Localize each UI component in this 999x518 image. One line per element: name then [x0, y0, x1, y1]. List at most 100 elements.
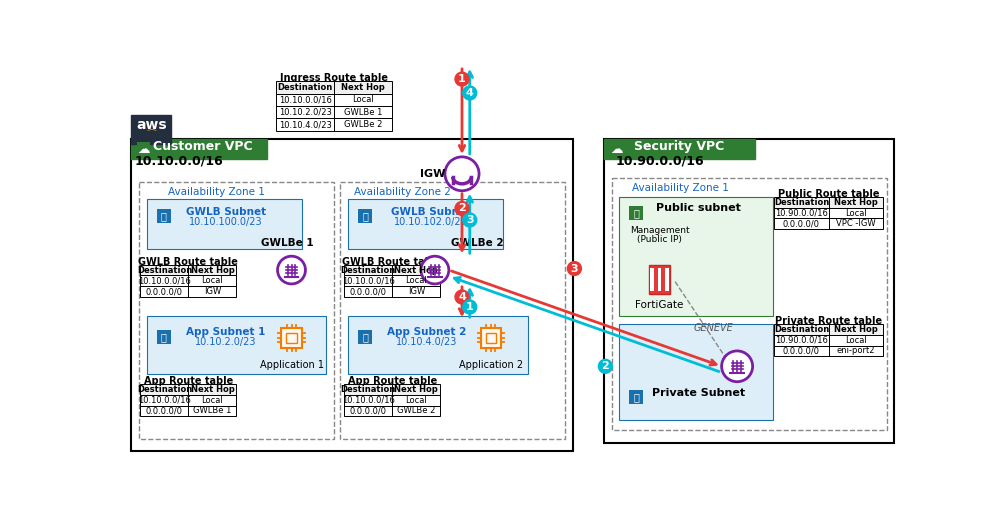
Circle shape [463, 300, 477, 314]
Text: 10.10.100.0/23: 10.10.100.0/23 [189, 218, 263, 227]
Bar [131, 114, 172, 144]
Bar [609, 142, 623, 156]
Text: Customer VPC: Customer VPC [153, 140, 252, 153]
Text: 10.10.0.0/16: 10.10.0.0/16 [279, 95, 332, 105]
Bar [141, 395, 237, 406]
Bar [139, 181, 334, 439]
Text: 10.90.0.0/16: 10.90.0.0/16 [615, 154, 704, 167]
Text: GENEVE: GENEVE [694, 323, 733, 333]
Text: 10.90.0.0/16: 10.90.0.0/16 [775, 336, 828, 344]
Text: ⚿: ⚿ [633, 392, 639, 402]
Text: Local: Local [353, 95, 374, 105]
Text: 4: 4 [459, 292, 466, 302]
Text: Availability Zone 1: Availability Zone 1 [168, 186, 265, 196]
Text: Public Route table: Public Route table [778, 189, 879, 199]
Bar [650, 268, 654, 291]
Bar [141, 265, 237, 276]
Bar [348, 316, 527, 374]
Text: 10.10.0.0/16: 10.10.0.0/16 [342, 276, 395, 285]
Bar [287, 333, 297, 343]
Text: 0.0.0.0/0: 0.0.0.0/0 [783, 219, 820, 228]
Text: Destination: Destination [341, 385, 396, 394]
Text: ⁀: ⁀ [147, 131, 155, 141]
Text: Local: Local [406, 276, 428, 285]
Bar [345, 286, 441, 297]
Text: eni-port2: eni-port2 [836, 347, 875, 355]
Text: Private Subnet: Private Subnet [651, 388, 745, 398]
Text: ☁: ☁ [610, 142, 622, 156]
Text: GWLBe 1: GWLBe 1 [344, 108, 383, 117]
Text: 0.0.0.0/0: 0.0.0.0/0 [146, 287, 183, 296]
Text: App Subnet 1: App Subnet 1 [186, 327, 266, 337]
Text: Public subnet: Public subnet [656, 204, 741, 213]
Bar [341, 181, 565, 439]
Text: Local: Local [406, 396, 428, 405]
Text: (Public IP): (Public IP) [637, 235, 682, 244]
Circle shape [455, 290, 469, 304]
Text: Availability Zone 1: Availability Zone 1 [632, 183, 729, 193]
Bar [619, 324, 773, 420]
Text: 4: 4 [466, 88, 474, 98]
Text: Next Hop: Next Hop [834, 325, 877, 334]
Bar [648, 265, 670, 294]
Text: GWLBe 2: GWLBe 2 [344, 120, 383, 129]
Text: Management: Management [629, 225, 689, 235]
Text: ☁: ☁ [137, 142, 150, 156]
Text: 10.10.0.0/16: 10.10.0.0/16 [135, 154, 224, 167]
Bar [774, 346, 883, 356]
Bar [276, 94, 393, 106]
Bar [282, 328, 302, 348]
Text: 10.10.0.0/16: 10.10.0.0/16 [138, 276, 191, 285]
Text: Destination: Destination [137, 266, 192, 275]
Bar [276, 106, 393, 119]
Text: 0.0.0.0/0: 0.0.0.0/0 [783, 347, 820, 355]
Text: 10.10.4.0/23: 10.10.4.0/23 [279, 120, 332, 129]
Text: Local: Local [845, 209, 866, 218]
Text: Destination: Destination [774, 325, 829, 334]
Text: Destination: Destination [774, 198, 829, 207]
Text: GWLB Subnet: GWLB Subnet [186, 207, 266, 217]
Text: GWLB Route table: GWLB Route table [139, 256, 239, 267]
Text: aws: aws [136, 118, 167, 132]
Text: Application 2: Application 2 [459, 360, 522, 370]
Bar [131, 139, 267, 159]
Circle shape [455, 72, 469, 86]
Text: Destination: Destination [341, 266, 396, 275]
Text: 0.0.0.0/0: 0.0.0.0/0 [146, 407, 183, 415]
Bar [774, 208, 883, 219]
Text: GWLBe 1: GWLBe 1 [262, 238, 314, 248]
Text: 1: 1 [459, 74, 466, 84]
Text: Next Hop: Next Hop [395, 266, 439, 275]
Bar [147, 199, 302, 249]
Bar [486, 333, 496, 343]
Text: Destination: Destination [137, 385, 192, 394]
Bar [345, 276, 441, 286]
Bar [141, 286, 237, 297]
Bar [619, 197, 773, 316]
Bar [359, 330, 372, 344]
Text: IGW: IGW [204, 287, 221, 296]
Text: Security VPC: Security VPC [634, 140, 724, 153]
Text: ⚿: ⚿ [363, 332, 368, 342]
Text: IGW: IGW [420, 169, 446, 179]
Bar [345, 265, 441, 276]
Bar [774, 324, 883, 335]
Text: Local: Local [202, 276, 224, 285]
Bar [359, 209, 372, 223]
Text: 10.90.0.0/16: 10.90.0.0/16 [775, 209, 828, 218]
Text: FortiGate: FortiGate [635, 300, 683, 310]
Text: Application 1: Application 1 [260, 360, 324, 370]
Text: Next Hop: Next Hop [191, 266, 235, 275]
Text: 10.10.2.0/23: 10.10.2.0/23 [195, 337, 257, 348]
Bar [603, 139, 894, 443]
Text: 10.10.2.0/23: 10.10.2.0/23 [279, 108, 332, 117]
Text: 3: 3 [466, 215, 474, 225]
Text: App Route table: App Route table [348, 376, 437, 386]
Bar [665, 268, 669, 291]
Bar [603, 139, 755, 159]
Text: 10.10.4.0/23: 10.10.4.0/23 [397, 337, 458, 348]
Text: ⚿: ⚿ [363, 211, 368, 221]
Text: GWLBe 2: GWLBe 2 [397, 407, 436, 415]
Circle shape [445, 157, 480, 191]
Bar [774, 197, 883, 208]
